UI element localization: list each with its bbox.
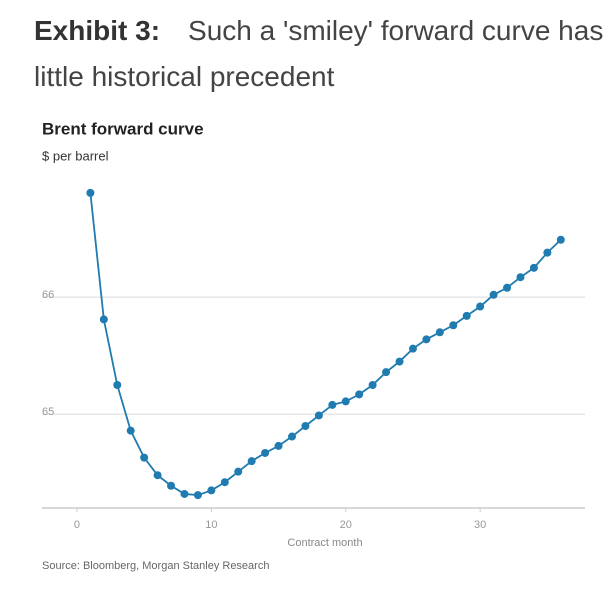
data-point (328, 400, 337, 409)
x-tick-label: 0 (74, 519, 80, 531)
y-tick-label: 66 (42, 289, 54, 301)
data-point (193, 491, 202, 500)
data-point (341, 397, 350, 406)
data-point (382, 368, 391, 377)
x-axis-label: Contract month (287, 537, 362, 549)
series-line (89, 192, 562, 497)
data-point (462, 311, 471, 320)
exhibit-label: Exhibit 3: (34, 15, 161, 46)
data-point (126, 426, 135, 435)
data-point (220, 478, 229, 487)
data-point (543, 248, 552, 257)
data-point (287, 432, 296, 441)
data-point (261, 448, 270, 457)
data-point (207, 486, 216, 495)
header: Exhibit 3: Such a 'smiley' forward curve … (34, 8, 604, 100)
data-point (180, 489, 189, 498)
data-point (368, 381, 377, 389)
data-point (99, 315, 108, 324)
data-point (86, 188, 95, 197)
data-point (167, 481, 176, 490)
data-point (435, 328, 444, 337)
data-point (234, 467, 243, 476)
data-point (301, 422, 310, 430)
x-tick-label: 30 (474, 519, 486, 531)
chart-title: Brent forward curve (42, 119, 204, 138)
x-tick-label: 20 (340, 519, 352, 531)
data-point (247, 457, 256, 466)
data-point (153, 471, 162, 480)
source: Source: Bloomberg, Morgan Stanley Resear… (42, 560, 269, 572)
data-point (503, 283, 512, 292)
data-point (314, 411, 323, 420)
data-point (516, 273, 525, 282)
data-point (355, 390, 364, 399)
x-tick-label: 10 (205, 519, 217, 531)
y-tick-label: 65 (42, 406, 54, 418)
data-point (556, 235, 565, 244)
data-point (408, 344, 417, 353)
data-point (395, 357, 404, 366)
data-point (113, 381, 122, 389)
data-point (422, 335, 431, 344)
data-point (140, 453, 149, 462)
data-point (489, 290, 498, 299)
data-point (449, 321, 458, 330)
chart-subtitle: $ per barrel (42, 148, 109, 163)
data-point (274, 441, 283, 450)
data-point (476, 302, 485, 311)
headline: Such a 'smiley' forward curve has little… (34, 15, 604, 92)
data-point (529, 263, 538, 272)
